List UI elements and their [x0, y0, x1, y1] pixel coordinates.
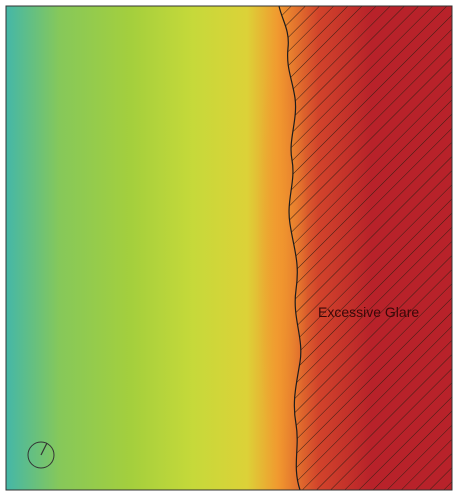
north-arrow-icon — [27, 441, 55, 469]
map-frame — [5, 5, 453, 491]
excessive-glare-label: Excessive Glare — [318, 304, 419, 320]
glare-boundary-line — [278, 5, 302, 491]
excessive-glare-zone — [279, 6, 452, 490]
